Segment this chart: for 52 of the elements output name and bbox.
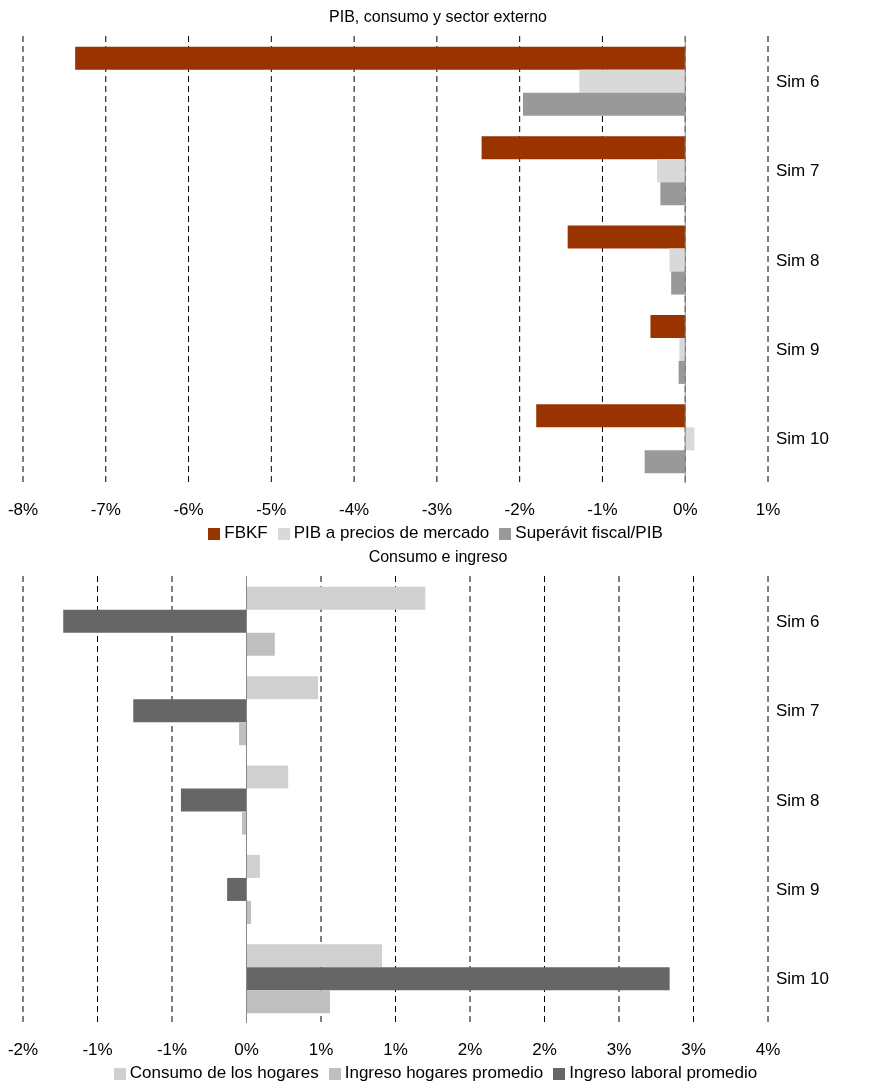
x-tick-label: -8%	[7, 500, 39, 520]
x-tick-label: -3%	[421, 500, 453, 520]
y-tick-label: Sim 8	[776, 790, 820, 810]
legend-label: Ingreso hogares promedio	[344, 1063, 544, 1082]
bar	[63, 609, 247, 633]
bar	[246, 854, 260, 878]
x-tick-label: 2%	[532, 1040, 557, 1060]
y-tick-label: Sim 9	[776, 879, 820, 899]
y-tick-label: Sim 7	[776, 701, 820, 721]
y-tick-label: Sim 6	[776, 611, 820, 631]
y-tick-label: Sim 8	[776, 250, 820, 270]
x-tick-label: 2%	[457, 1040, 483, 1060]
x-tick-label: -4%	[338, 500, 370, 520]
bar	[246, 586, 426, 610]
x-tick-label: 0%	[234, 1040, 259, 1060]
x-tick-label: -1%	[587, 500, 618, 520]
x-tick-label: 3%	[606, 1040, 632, 1060]
x-tick-label: -5%	[256, 500, 287, 520]
legend-label: Ingreso laboral promedio	[569, 1063, 758, 1082]
legend-label: FBKF	[224, 523, 268, 542]
x-tick-label: -2%	[7, 1040, 39, 1060]
bar	[246, 990, 330, 1014]
legend-label: Consumo de los hogares	[129, 1063, 319, 1082]
bar	[133, 699, 247, 723]
bar	[239, 722, 247, 746]
y-tick-label: Sim 6	[776, 71, 820, 91]
x-tick-label: 4%	[755, 1040, 781, 1060]
x-tick-label: 3%	[681, 1040, 706, 1060]
y-tick-label: Sim 10	[776, 969, 829, 989]
x-tick-label: 1%	[308, 1040, 334, 1060]
bar	[246, 967, 670, 991]
bar	[246, 944, 383, 968]
x-tick-label: -1%	[156, 1040, 188, 1060]
y-tick-label: Sim 9	[776, 339, 820, 359]
bar	[246, 765, 289, 789]
x-tick-label: 0%	[672, 500, 698, 520]
y-tick-label: Sim 7	[776, 161, 820, 181]
bar	[227, 877, 247, 901]
x-tick-label: 1%	[755, 500, 781, 520]
legend-label: PIB a precios de mercado	[293, 523, 490, 542]
bar	[180, 788, 247, 812]
x-tick-label: -1%	[82, 1040, 113, 1060]
chart-title: Consumo e ingreso	[367, 548, 509, 566]
bar	[246, 676, 319, 700]
x-tick-label: -2%	[504, 500, 535, 520]
legend-label: Superávit fiscal/PIB	[515, 523, 663, 542]
x-tick-label: -6%	[173, 500, 204, 520]
x-tick-label: -7%	[90, 500, 121, 520]
bar	[246, 632, 275, 656]
y-tick-label: Sim 10	[776, 429, 829, 449]
chart-title: PIB, consumo y sector externo	[328, 8, 548, 26]
x-tick-label: 1%	[383, 1040, 408, 1060]
